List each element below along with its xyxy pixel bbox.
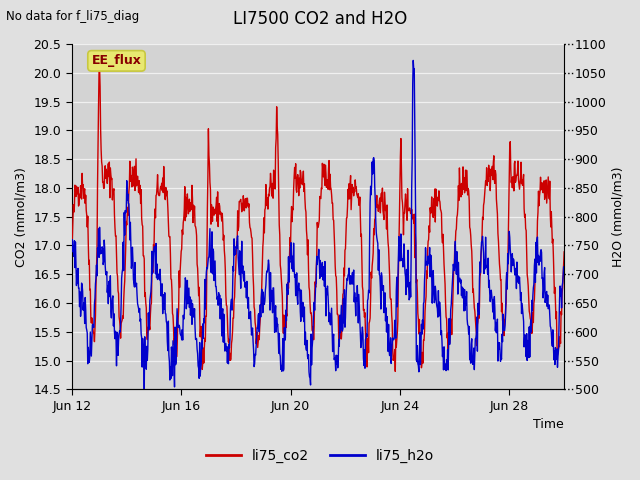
X-axis label: Time: Time [533,419,564,432]
Y-axis label: H2O (mmol/m3): H2O (mmol/m3) [612,167,625,267]
Text: LI7500 CO2 and H2O: LI7500 CO2 and H2O [233,10,407,28]
Text: EE_flux: EE_flux [92,54,141,67]
Text: No data for f_li75_diag: No data for f_li75_diag [6,10,140,23]
Legend: li75_co2, li75_h2o: li75_co2, li75_h2o [200,443,440,468]
Y-axis label: CO2 (mmol/m3): CO2 (mmol/m3) [15,167,28,267]
